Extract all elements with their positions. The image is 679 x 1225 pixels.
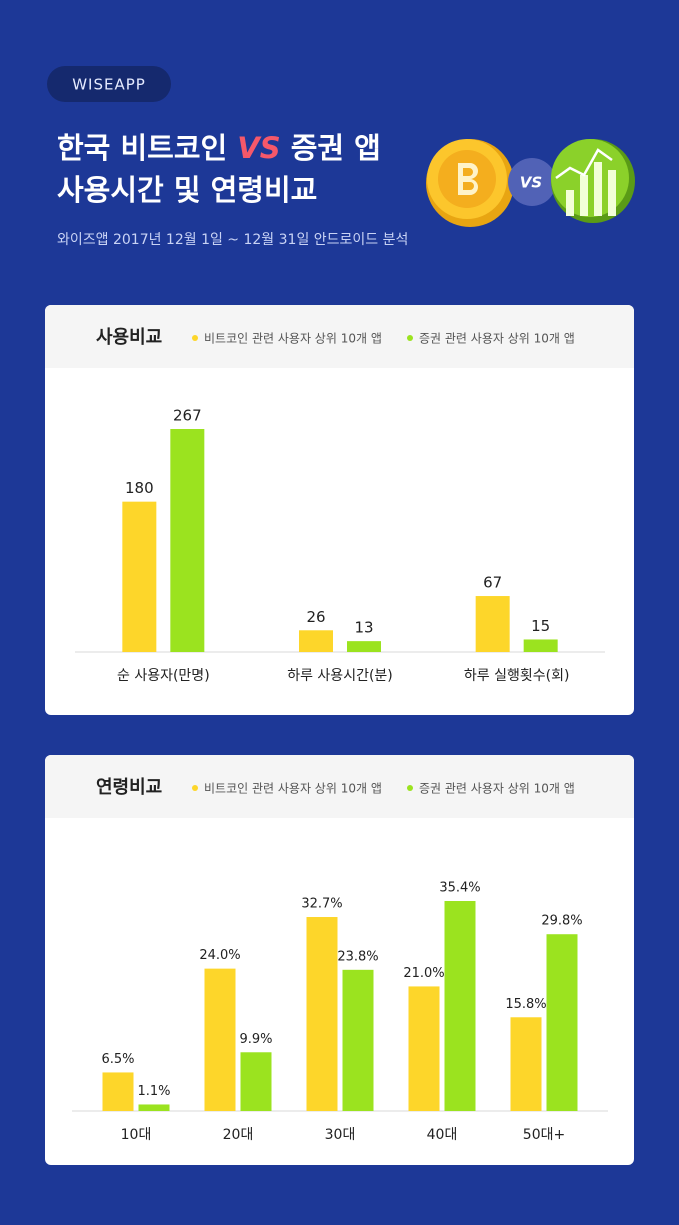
bar bbox=[475, 596, 510, 652]
bar bbox=[523, 639, 558, 652]
bar bbox=[240, 1052, 272, 1111]
card-header bbox=[45, 775, 634, 818]
x-tick-label: 하루 사용시간(분) bbox=[287, 668, 393, 684]
value-label: 35.4% bbox=[439, 881, 480, 896]
badge-text: WISEAPP bbox=[72, 76, 146, 94]
bar bbox=[408, 986, 440, 1111]
value-label: 24.0% bbox=[199, 948, 240, 963]
legend-label: 비트코인 관련 사용자 상위 10개 앱 bbox=[204, 332, 382, 346]
title-part: 증권 앱 bbox=[281, 131, 381, 165]
legend-dot bbox=[192, 785, 198, 791]
bar bbox=[170, 429, 205, 652]
legend-dot bbox=[407, 785, 413, 791]
bar bbox=[342, 969, 374, 1111]
x-tick-label: 순 사용자(만명) bbox=[117, 668, 210, 684]
chart-title: 연령비교 bbox=[96, 777, 162, 798]
value-label: 180 bbox=[125, 479, 154, 497]
value-label: 6.5% bbox=[101, 1052, 134, 1067]
vs-circle bbox=[508, 158, 556, 206]
stock-icon bbox=[551, 139, 635, 223]
value-label: 267 bbox=[173, 407, 202, 425]
legend-dot bbox=[407, 335, 413, 341]
value-label: 26 bbox=[306, 608, 325, 626]
title-line2: 사용시간 및 연령비교 bbox=[57, 173, 317, 207]
value-label: 9.9% bbox=[239, 1032, 272, 1047]
legend-label: 증권 관련 사용자 상위 10개 앱 bbox=[419, 332, 575, 346]
value-label: 1.1% bbox=[137, 1084, 170, 1099]
bar bbox=[546, 934, 578, 1111]
value-label: 29.8% bbox=[541, 914, 582, 929]
value-label: 15.8% bbox=[505, 997, 546, 1012]
value-label: 67 bbox=[483, 574, 502, 592]
bar bbox=[102, 1072, 134, 1111]
x-tick-label: 20대 bbox=[223, 1127, 254, 1143]
bar bbox=[510, 1017, 542, 1111]
title: 한국 비트코인 VS 증권 앱 bbox=[57, 131, 381, 165]
title-part: 한국 비트코인 bbox=[57, 131, 237, 165]
value-label: 15 bbox=[531, 617, 550, 635]
chart-title: 사용비교 bbox=[96, 327, 162, 348]
bar bbox=[299, 630, 333, 652]
x-tick-label: 10대 bbox=[121, 1127, 152, 1143]
x-tick-label: 30대 bbox=[325, 1127, 356, 1143]
value-label: 13 bbox=[354, 619, 373, 637]
value-label: 23.8% bbox=[337, 949, 378, 964]
subtitle: 와이즈앱 2017년 12월 1일 ~ 12월 31일 안드로이드 분석 bbox=[57, 232, 408, 248]
x-tick-label: 하루 실행횟수(회) bbox=[464, 668, 570, 684]
x-tick-label: 50대+ bbox=[523, 1127, 565, 1143]
legend-label: 비트코인 관련 사용자 상위 10개 앱 bbox=[204, 782, 382, 796]
badge bbox=[47, 66, 171, 102]
x-tick-label: 40대 bbox=[427, 1127, 458, 1143]
bar bbox=[306, 917, 338, 1111]
legend-dot bbox=[192, 335, 198, 341]
bar bbox=[347, 641, 381, 652]
vs-text: VS bbox=[520, 174, 542, 192]
title-vs: VS bbox=[237, 131, 280, 165]
value-label: 21.0% bbox=[403, 966, 444, 981]
legend-label: 증권 관련 사용자 상위 10개 앱 bbox=[419, 782, 575, 796]
bar bbox=[444, 901, 476, 1111]
value-label: 32.7% bbox=[301, 897, 342, 912]
coin-icon bbox=[426, 139, 514, 227]
bar bbox=[122, 501, 157, 652]
card-header bbox=[45, 325, 634, 368]
card bbox=[45, 755, 634, 1165]
bar bbox=[138, 1104, 170, 1111]
bar bbox=[204, 968, 236, 1111]
